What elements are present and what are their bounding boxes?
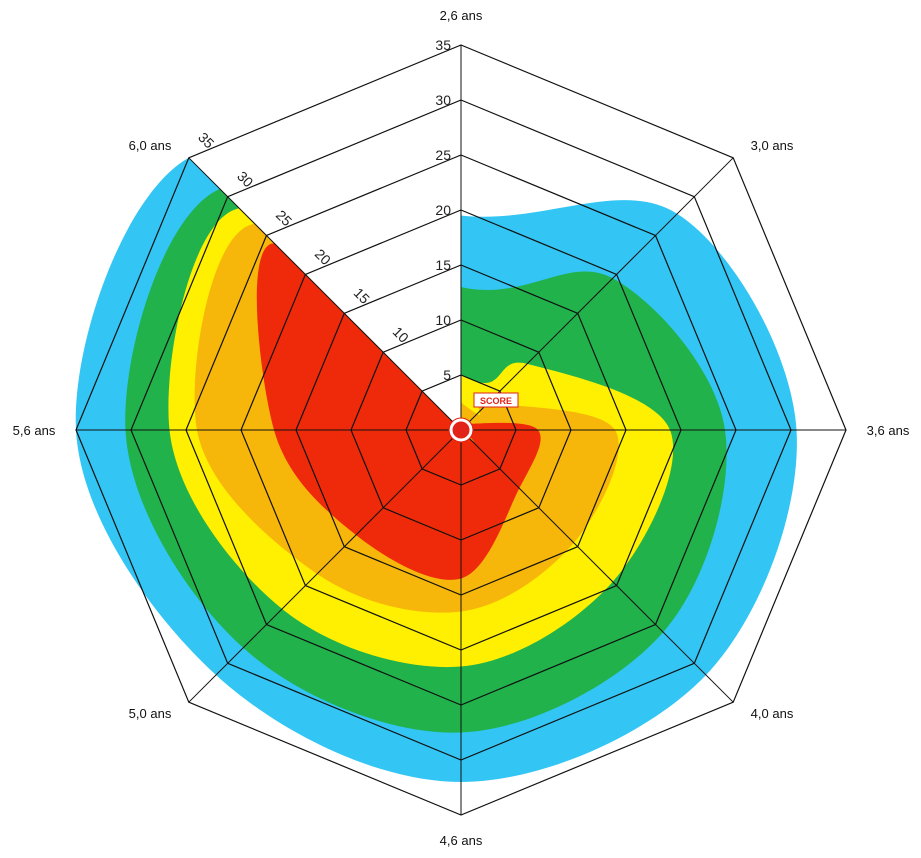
axis-label: 6,0 ans [129, 138, 172, 153]
tick-label-vertical: 15 [435, 257, 451, 273]
score-label: SCORE [480, 396, 512, 406]
tick-label-diagonal: 30 [234, 168, 256, 190]
zone-5 [256, 243, 541, 580]
spoke-3 [460, 429, 734, 703]
spoke-5 [188, 429, 462, 703]
axis-label-layer: 2,6 ans 3,0 ans 3,6 ans 4,0 ans 4,6 ans 5,0 a… [13, 8, 910, 848]
tick-label-vertical: 20 [435, 202, 451, 218]
axis-label: 3,6 ans [867, 423, 910, 438]
score-badge [473, 392, 519, 408]
tick-label-diagonal: 20 [312, 246, 334, 268]
tick-label-vertical: 35 [435, 37, 451, 53]
tick-label-vertical: 30 [435, 92, 451, 108]
axis-label: 5,6 ans [13, 423, 56, 438]
axis-label: 5,0 ans [129, 706, 172, 721]
axis-label: 4,6 ans [440, 833, 483, 848]
tick-label-diagonal: 15 [351, 285, 373, 307]
zone-layer [75, 148, 797, 782]
spoke-1 [460, 157, 734, 431]
score-ring [448, 417, 474, 443]
score-dot [449, 418, 473, 442]
axis-label: 4,0 ans [751, 706, 794, 721]
tick-label-vertical: 10 [435, 312, 451, 328]
tick-label-vertical: 25 [435, 147, 451, 163]
tick-label-vertical: 5 [443, 367, 451, 383]
axis-label: 3,0 ans [751, 138, 794, 153]
tick-layer: 5 10 10 15 15 20 20 25 25 30 30 35 35 [195, 37, 451, 383]
spoke-7 [188, 157, 462, 431]
tick-label-diagonal: 35 [195, 129, 217, 151]
tick-label-diagonal: 25 [273, 207, 295, 229]
tick-label-diagonal: 10 [390, 323, 412, 345]
spoke-layer [76, 45, 846, 815]
score-marker: SCORE [448, 392, 519, 443]
axis-label: 2,6 ans [440, 8, 483, 23]
